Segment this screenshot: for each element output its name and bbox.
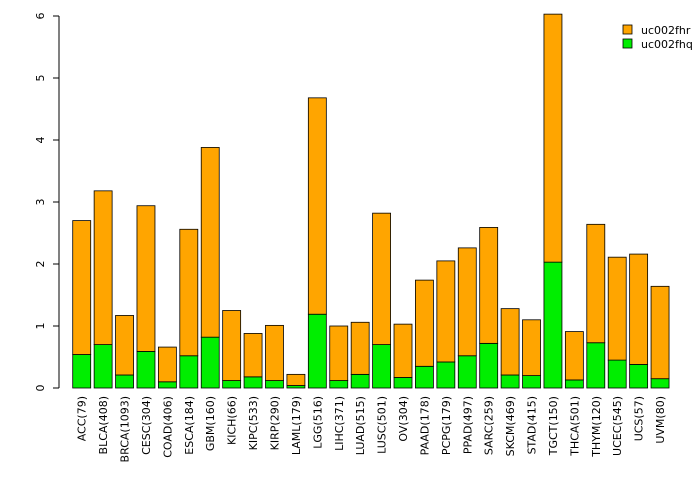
x-tick-label: BLCA(408) <box>97 396 110 454</box>
bar-uc002fhq <box>200 336 220 389</box>
bar-uc002fhr <box>522 319 541 376</box>
y-tick-label: 2 <box>34 261 47 268</box>
x-axis-labels: ACC(79) BLCA(408) BRCA(1093) CESC(304) COAD(… <box>76 396 667 462</box>
bar-uc002fhq <box>415 365 434 389</box>
y-tick-label: 0 <box>34 385 47 392</box>
x-tick-label: GBM(160) <box>204 396 217 451</box>
bar-uc002fhq <box>72 354 92 389</box>
x-tick-label: UCS(57) <box>633 396 646 441</box>
bar-uc002fhr <box>586 223 606 344</box>
bar-uc002fhr <box>200 147 220 338</box>
x-tick-label: COAD(406) <box>161 396 174 458</box>
bars-group <box>72 13 670 389</box>
legend-swatch-uc002fhr <box>622 24 633 35</box>
y-tick-label: 5 <box>34 75 47 82</box>
x-tick-label: OV(304) <box>397 396 410 442</box>
bar-uc002fhq <box>564 379 584 389</box>
bar-uc002fhr <box>629 253 649 365</box>
bar-uc002fhr <box>372 212 391 346</box>
bar-uc002fhq <box>393 377 413 389</box>
bar-uc002fhq <box>586 342 606 389</box>
y-tick-label: 1 <box>34 323 47 330</box>
y-axis: 0 1 2 3 4 5 6 <box>34 13 60 392</box>
legend-label: uc002fhq <box>641 38 693 51</box>
x-tick-label: LAML(179) <box>290 396 303 455</box>
x-tick-label: STAD(415) <box>526 396 539 454</box>
x-tick-label: UCEC(545) <box>611 396 624 456</box>
bar-uc002fhr <box>650 285 670 380</box>
x-tick-label: PPAD(497) <box>461 396 474 454</box>
bar-uc002fhq <box>243 376 263 389</box>
x-tick-label: LUSC(501) <box>376 396 389 454</box>
bar-uc002fhq <box>115 374 134 389</box>
bar-uc002fhq <box>329 380 349 389</box>
x-tick-label: KIPC(533) <box>247 396 260 450</box>
bar-uc002fhr <box>72 220 92 355</box>
bar-uc002fhq <box>157 381 177 389</box>
x-tick-label: LGG(516) <box>311 396 324 449</box>
bar-uc002fhq <box>457 355 477 389</box>
x-tick-label: SARC(259) <box>483 396 496 455</box>
bar-uc002fhr <box>265 324 284 381</box>
y-tick-label: 3 <box>34 199 47 206</box>
bar-uc002fhr <box>93 190 113 345</box>
bar-uc002fhq <box>307 313 327 389</box>
bar-uc002fhr <box>157 346 177 383</box>
legend-swatch-uc002fhq <box>622 38 633 49</box>
bar-uc002fhq <box>500 374 520 389</box>
bar-uc002fhq <box>350 373 370 389</box>
x-tick-label: ACC(79) <box>76 396 89 441</box>
x-tick-label: LIHC(371) <box>333 396 346 451</box>
x-tick-label: PAAD(178) <box>418 396 431 455</box>
bar-uc002fhr <box>564 331 584 381</box>
bar-uc002fhq <box>93 344 113 389</box>
x-tick-label: KICH(66) <box>226 396 239 445</box>
x-tick-label: TGCT(150) <box>547 396 560 456</box>
x-tick-label: SKCM(469) <box>504 396 517 456</box>
bar-uc002fhq <box>222 380 242 389</box>
x-tick-label: PCPG(179) <box>440 396 453 455</box>
x-tick-label: CESC(304) <box>140 396 153 455</box>
bar-uc002fhr <box>457 247 477 357</box>
bar-uc002fhq <box>607 359 627 389</box>
bar-uc002fhr <box>136 205 156 352</box>
bar-uc002fhr <box>350 321 370 375</box>
x-tick-label: THYM(120) <box>590 396 603 458</box>
bar-uc002fhq <box>629 364 649 389</box>
legend-label: uc002fhr <box>641 24 691 37</box>
x-tick-label: ESCA(184) <box>183 396 196 455</box>
bar-uc002fhq <box>179 355 199 389</box>
y-tick-label: 4 <box>34 137 47 144</box>
bar-uc002fhq <box>479 342 499 389</box>
bar-uc002fhr <box>179 228 199 357</box>
x-tick-label: UVM(80) <box>654 396 667 444</box>
bar-uc002fhq <box>522 375 541 389</box>
bar-uc002fhr <box>307 97 327 315</box>
bar-uc002fhr <box>500 308 520 376</box>
bar-uc002fhq <box>265 380 284 389</box>
bar-uc002fhr <box>115 315 134 376</box>
bar-uc002fhq <box>372 344 391 389</box>
bar-uc002fhq <box>650 378 670 389</box>
bar-uc002fhr <box>415 279 434 367</box>
bar-uc002fhr <box>243 333 263 378</box>
bar-uc002fhr <box>222 310 242 381</box>
bar-uc002fhq <box>543 261 563 389</box>
x-tick-label: THCA(501) <box>568 396 581 457</box>
bar-uc002fhr <box>286 373 306 386</box>
x-tick-label: KIRP(290) <box>268 396 281 450</box>
bar-uc002fhr <box>479 227 499 344</box>
x-tick-label: BRCA(1093) <box>119 396 132 462</box>
bar-uc002fhr <box>393 323 413 378</box>
y-tick-label: 6 <box>34 13 47 20</box>
bar-uc002fhq <box>436 361 456 389</box>
x-tick-label: LUAD(515) <box>354 396 367 455</box>
bar-uc002fhr <box>329 325 349 381</box>
bar-uc002fhr <box>543 13 563 263</box>
bar-uc002fhr <box>436 260 456 363</box>
bar-uc002fhr <box>607 256 627 361</box>
bar-uc002fhq <box>136 351 156 389</box>
